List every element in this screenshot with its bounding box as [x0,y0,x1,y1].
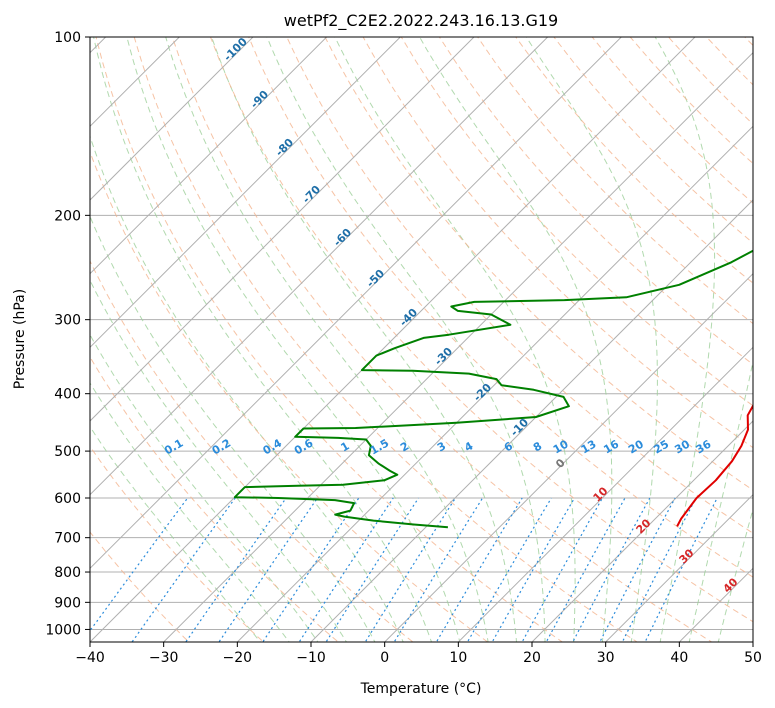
moist-adiabat [266,37,546,642]
y-tick-label: 1000 [45,622,81,638]
dry-adiabat [209,37,753,623]
mixing-ratio-line [521,497,603,642]
isotherm-line [90,37,549,496]
mixing-ratio-line [491,497,576,642]
dry-adiabat [324,37,753,491]
y-axis: 100 200 300 400 500 600 700 800 900 1000 [45,30,90,638]
pressure-gridlines [90,37,753,630]
mixing-ratio-line [185,497,287,642]
y-tick-label: 700 [54,531,81,547]
plot-frame [89,36,754,643]
x-tick-label: −20 [223,650,253,666]
moist-adiabat [334,37,576,642]
y-tick-label: 200 [54,208,81,224]
mixing-ratio-line [218,497,318,642]
x-tick-label: 30 [597,650,615,666]
y-tick-label: 100 [54,30,81,46]
moist-adiabat [211,37,518,642]
dry-adiabat [90,445,265,642]
x-tick-label: −10 [296,650,326,666]
dry-adiabat [362,37,753,449]
dry-adiabat [90,150,489,642]
dry-adiabat [95,37,564,642]
x-tick-label: −40 [75,650,105,666]
x-axis: −40 −30 −20 −10 0 10 20 30 40 50 [75,642,762,666]
moist-adiabat [90,382,290,642]
y-tick-label: 900 [54,595,81,611]
moist-adiabat [165,37,489,642]
isotherm-line [236,125,753,642]
mixing-ratio-line [545,497,626,642]
moist-adiabat [419,37,613,642]
mixing-ratio-line [435,497,523,642]
moist-adiabat [90,333,319,642]
isotherm-line [90,37,181,128]
mixing-ratio-line [298,497,394,642]
plot-area: -100-90-80-70-60-50-40-30-20-10010203040… [90,37,753,642]
dry-adiabat [90,356,339,642]
mixing-ratio-line [466,497,552,642]
y-tick-label: 500 [54,444,81,460]
x-tick-label: 0 [380,650,389,666]
y-tick-label: 400 [54,387,81,403]
chart-title: wetPf2_C2E2.2022.243.16.13.G19 [284,11,558,31]
isotherm-line [90,37,475,422]
isotherm-line [90,37,623,570]
isotherm-lines [90,37,753,642]
moist-adiabat [654,37,716,642]
mixing-ratio-line [131,497,236,642]
y-tick-label: 300 [54,313,81,329]
dry-adiabat [248,37,753,578]
y-axis-label: Pressure (hPa) [12,289,28,389]
x-tick-label: 10 [449,650,467,666]
isotherm-line [383,272,753,642]
x-tick-label: −30 [149,650,179,666]
dry-adiabat [133,37,638,642]
isotherm-line [90,37,402,349]
dewpoint-profile [233,249,753,529]
temperature-profile [676,403,753,527]
moist-adiabat [93,37,433,642]
dry-adiabat [90,531,190,642]
isotherm-line [90,37,696,642]
mixing-ratio-lines [90,497,718,642]
mixing-ratio-line [325,497,420,642]
mixing-ratio-line [644,497,718,642]
x-tick-label: 40 [670,650,688,666]
sounding-series [233,249,753,529]
isotherm-line [531,420,753,642]
isotherm-line [310,199,753,642]
dry-adiabat [515,37,753,284]
isotherm-line [90,37,254,201]
moist-adiabat [717,507,753,642]
y-tick-label: 800 [54,565,81,581]
moist-adiabat [688,359,753,642]
y-tick-label: 600 [54,491,81,507]
moist-adiabat [90,279,348,642]
x-tick-label: 20 [523,650,541,666]
dry-adiabat [90,259,414,642]
isotherm-line [604,493,753,642]
moist-adiabats [90,37,753,642]
isotherm-line [162,51,753,642]
moist-adiabat [126,37,461,642]
dry-adiabat [171,37,713,642]
isotherm-line [90,37,328,275]
x-axis-label: Temperature (°C) [360,681,482,697]
mixing-ratio-line [90,497,189,632]
isotherm-line [457,346,753,642]
moist-adiabat [90,134,404,642]
x-tick-label: 50 [744,650,762,666]
moist-adiabat [90,425,261,642]
